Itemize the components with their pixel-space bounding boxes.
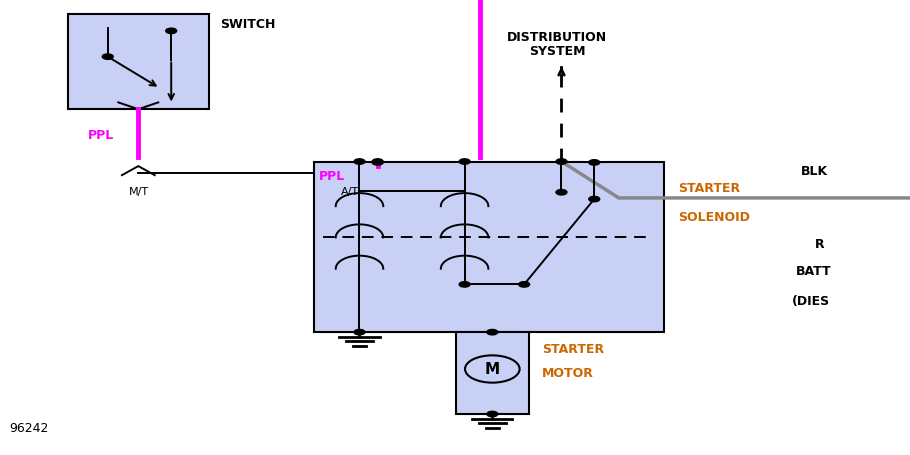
- Text: DISTRIBUTION: DISTRIBUTION: [507, 31, 607, 44]
- Text: M: M: [485, 362, 500, 376]
- Circle shape: [519, 282, 530, 287]
- Text: BLK: BLK: [801, 165, 828, 178]
- Circle shape: [556, 159, 567, 164]
- Text: STARTER: STARTER: [678, 182, 740, 195]
- Circle shape: [166, 28, 177, 34]
- Text: SOLENOID: SOLENOID: [678, 211, 750, 224]
- Circle shape: [372, 159, 383, 164]
- Circle shape: [589, 197, 600, 202]
- Circle shape: [460, 159, 470, 164]
- Bar: [68, 14, 209, 109]
- Text: M/T: M/T: [129, 187, 149, 197]
- Text: R: R: [814, 238, 824, 251]
- Text: A/T: A/T: [341, 187, 359, 197]
- Text: PPL: PPL: [318, 170, 345, 183]
- Text: STARTER: STARTER: [542, 343, 604, 356]
- Circle shape: [589, 160, 600, 165]
- Bar: [456, 332, 529, 414]
- Text: SYSTEM: SYSTEM: [529, 45, 585, 58]
- Bar: [314, 162, 664, 332]
- Text: MOTOR: MOTOR: [542, 367, 594, 380]
- Text: SWITCH: SWITCH: [220, 18, 276, 31]
- Circle shape: [487, 411, 498, 417]
- Text: PPL: PPL: [88, 129, 115, 142]
- Circle shape: [354, 329, 365, 335]
- Text: 96242: 96242: [9, 422, 48, 435]
- Circle shape: [556, 189, 567, 195]
- Circle shape: [102, 54, 113, 59]
- Circle shape: [354, 159, 365, 164]
- Circle shape: [460, 282, 470, 287]
- Circle shape: [372, 160, 383, 165]
- Text: (DIES: (DIES: [792, 295, 830, 308]
- Text: BATT: BATT: [796, 265, 832, 278]
- Circle shape: [487, 329, 498, 335]
